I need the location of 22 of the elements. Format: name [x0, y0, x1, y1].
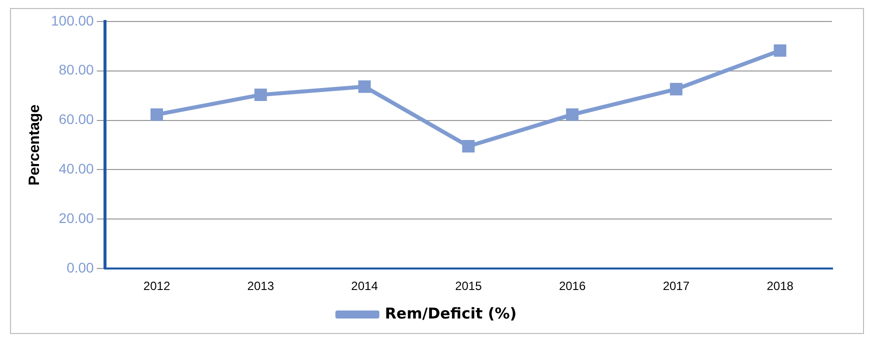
- x-tick-label: 2013: [247, 279, 274, 294]
- legend-label: Rem/Deficit (%): [384, 304, 517, 322]
- point: [670, 82, 682, 96]
- point: [462, 140, 475, 152]
- y-tick-label: 20.00: [58, 210, 94, 226]
- x-tick-label: 2014: [351, 279, 378, 294]
- x-tick-label: 2015: [455, 279, 482, 294]
- point: [254, 88, 267, 102]
- x-tick-label: 2012: [143, 279, 170, 294]
- point: [358, 80, 371, 93]
- x-tick-label: 2018: [766, 279, 794, 294]
- point: [774, 44, 786, 57]
- point: [566, 108, 579, 121]
- y-tick-label: 80.00: [58, 62, 94, 78]
- y-axis-title: Percentage: [26, 104, 44, 186]
- y-tick-label: 0.00: [66, 259, 94, 276]
- y-tick-label: 60.00: [58, 111, 94, 128]
- x-tick-label: 2017: [662, 279, 690, 294]
- x-tick-label: 2016: [558, 279, 586, 294]
- y-tick-label: 40.00: [58, 160, 94, 177]
- y-tick-label: 100.00: [50, 12, 94, 28]
- point: [150, 108, 164, 121]
